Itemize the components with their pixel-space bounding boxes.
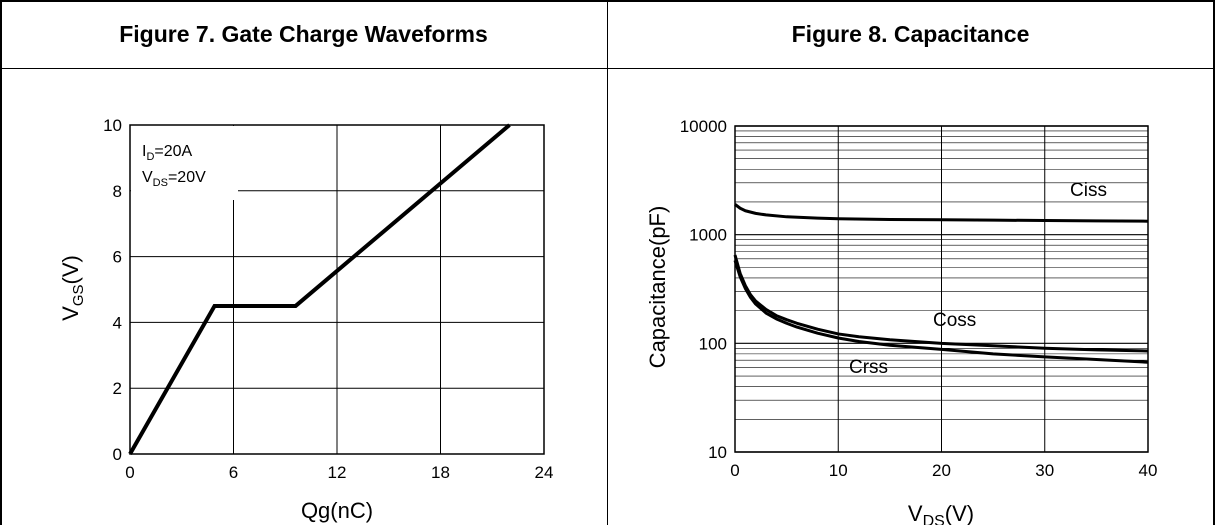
figure8-title: Figure 8. Capacitance [791,20,1030,47]
series-label-coss: Coss [933,310,976,331]
gate-charge-grid [129,124,545,455]
gate-charge-y-tick: 8 [113,182,122,201]
figure7-title: Figure 7. Gate Charge Waveforms [119,20,488,47]
gate-charge-y-tick: 4 [113,313,122,332]
gate-charge-annotation-id: ID=20A [142,143,193,163]
gate-charge-y-tick: 6 [113,248,122,267]
gate-charge-x-tick: 18 [431,463,450,482]
gate-charge-x-tick: 24 [535,463,554,482]
capacitance-y-tick: 10 [708,443,727,462]
capacitance-x-tick: 20 [932,461,951,480]
gate-charge-y-axis-label: VGS(V) [58,255,87,321]
table-border-left [0,0,2,525]
capacitance-grid [734,125,1149,453]
gate-charge-y-tick: 0 [113,445,122,464]
table-border-right [1213,0,1215,525]
capacitance-y-axis-label: Capacitance(pF) [645,206,670,369]
gate-charge-line [128,123,511,455]
gate-charge-annotation-vds: VDS=20V [142,169,206,189]
gate-charge-x-tick: 12 [328,463,347,482]
gate-charge-x-tick: 6 [229,463,238,482]
gate-charge-annotation-box [131,126,238,200]
gate-charge-series [128,123,511,455]
table-border-middle [607,0,608,525]
gate-charge-plot-frame [129,124,545,455]
header-divider [0,68,1215,69]
capacitance-x-tick: 30 [1035,461,1054,480]
capacitance-line-crss [733,259,1149,364]
capacitance-line-ciss [734,203,1149,223]
series-label-ciss: Ciss [1070,180,1107,201]
capacitance-series [733,203,1149,364]
gate-charge-x-tick: 0 [125,463,134,482]
gate-charge-y-tick: 2 [113,379,122,398]
capacitance-x-tick: 0 [730,461,739,480]
capacitance-y-tick: 1000 [689,226,727,245]
capacitance-y-tick: 10000 [680,117,727,136]
capacitance-x-tick: 40 [1139,461,1158,480]
capacitance-x-tick: 10 [829,461,848,480]
gate-charge-x-axis-label: Qg(nC) [301,498,373,523]
gate-charge-y-tick: 10 [103,116,122,135]
capacitance-plot-frame [734,125,1149,453]
series-label-crss: Crss [849,357,888,378]
capacitance-x-axis-label: VDS(V) [908,501,974,525]
capacitance-y-tick: 100 [699,334,727,353]
